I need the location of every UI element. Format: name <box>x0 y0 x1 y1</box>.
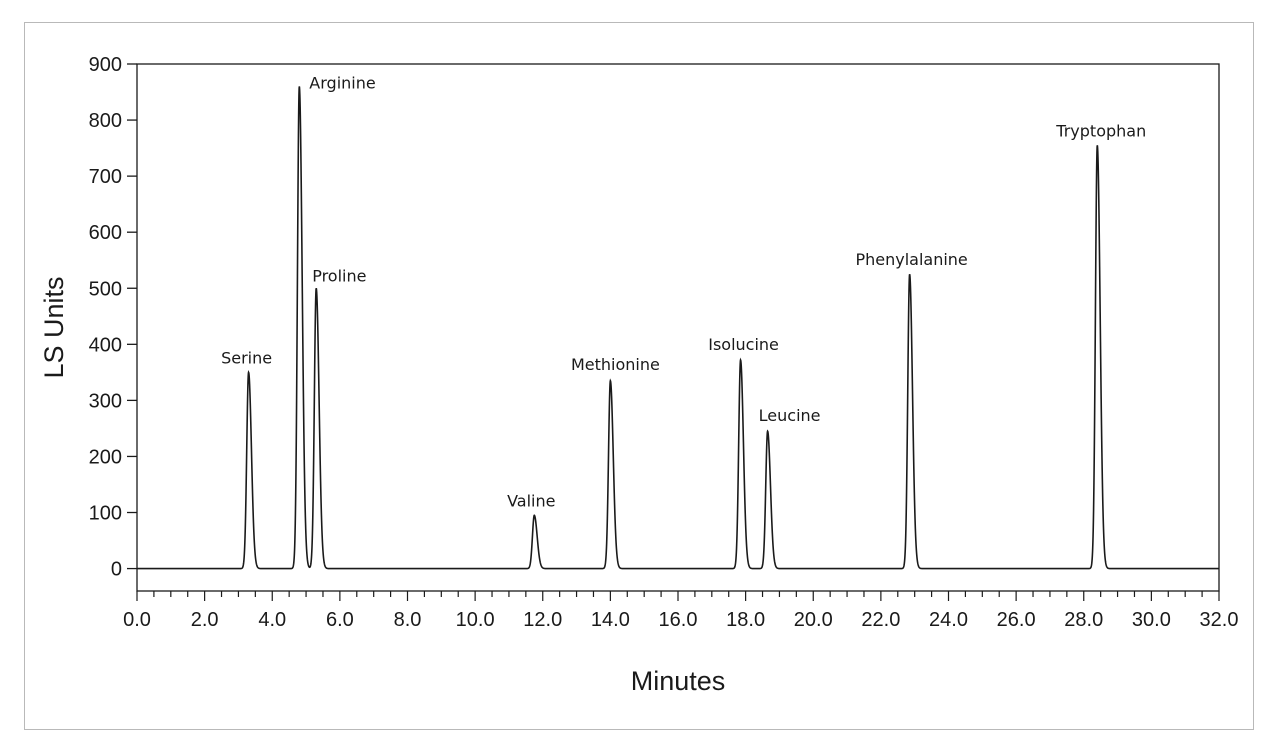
y-axis-title: LS Units <box>39 276 69 378</box>
x-tick-label: 18.0 <box>726 609 765 631</box>
peak-label: Isolucine <box>708 335 779 354</box>
peak-label: Leucine <box>759 406 821 425</box>
peak-label: Methionine <box>571 355 660 374</box>
x-tick-label: 16.0 <box>659 609 698 631</box>
peak-label: Serine <box>221 348 272 367</box>
x-tick-label: 2.0 <box>191 609 219 631</box>
y-tick-label: 0 <box>111 559 122 581</box>
y-tick-label: 500 <box>89 278 122 300</box>
y-tick-label: 900 <box>89 54 122 76</box>
x-tick-label: 28.0 <box>1064 609 1103 631</box>
chromatogram-trace <box>137 86 1219 570</box>
y-tick-label: 100 <box>89 503 122 525</box>
chromatogram-chart: 900 800 700 600 500 400 300 200 100 0 0.0 2.0 4.0 6.… <box>39 54 1238 696</box>
y-tick-label: 700 <box>89 166 122 188</box>
x-tick-label: 4.0 <box>258 609 286 631</box>
x-tick-label: 10.0 <box>456 609 495 631</box>
x-tick-label: 12.0 <box>523 609 562 631</box>
x-tick-label: 14.0 <box>591 609 630 631</box>
x-tick-label: 22.0 <box>861 609 900 631</box>
x-axis-title: Minutes <box>631 666 726 696</box>
x-tick-label: 0.0 <box>123 609 151 631</box>
x-axis: 0.0 2.0 4.0 6.0 8.0 10.0 12.0 14.0 16.0 18.0 20.0 2… <box>123 591 1238 631</box>
x-tick-label: 32.0 <box>1200 609 1239 631</box>
peak-label: Proline <box>312 266 366 285</box>
plot-area <box>136 63 1220 592</box>
x-tick-label: 20.0 <box>794 609 833 631</box>
x-tick-label: 30.0 <box>1132 609 1171 631</box>
y-tick-label: 300 <box>89 390 122 412</box>
peak-label: Phenylalanine <box>855 250 967 269</box>
y-tick-label: 200 <box>89 446 122 468</box>
y-axis: 900 800 700 600 500 400 300 200 100 0 <box>89 54 137 581</box>
x-tick-label: 26.0 <box>997 609 1036 631</box>
y-tick-label: 400 <box>89 334 122 356</box>
x-tick-label: 6.0 <box>326 609 354 631</box>
peak-labels: Serine Arginine Proline Valine Methionine Iso… <box>221 73 1146 510</box>
y-tick-label: 800 <box>89 110 122 132</box>
x-tick-label: 8.0 <box>394 609 422 631</box>
peak-label: Tryptophan <box>1055 121 1146 140</box>
chart-frame: 900 800 700 600 500 400 300 200 100 0 0.0 2.0 4.0 6.… <box>24 22 1254 730</box>
peak-label: Valine <box>507 491 555 510</box>
peak-label: Arginine <box>309 73 375 92</box>
x-tick-label: 24.0 <box>929 609 968 631</box>
y-tick-label: 600 <box>89 222 122 244</box>
